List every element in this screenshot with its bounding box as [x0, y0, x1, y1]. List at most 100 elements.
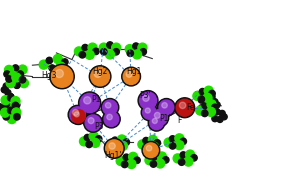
Circle shape [46, 57, 52, 64]
Circle shape [39, 60, 48, 69]
Circle shape [6, 79, 15, 88]
Circle shape [123, 139, 129, 145]
Circle shape [193, 91, 202, 101]
Circle shape [180, 152, 186, 158]
Circle shape [113, 49, 119, 55]
Circle shape [209, 94, 215, 100]
Text: Hg1: Hg1 [126, 67, 142, 76]
Circle shape [7, 115, 16, 124]
Circle shape [163, 157, 169, 163]
Circle shape [125, 45, 134, 54]
Circle shape [154, 140, 160, 146]
Circle shape [85, 50, 94, 59]
Circle shape [12, 102, 19, 109]
Circle shape [84, 97, 91, 104]
Circle shape [196, 106, 205, 115]
Circle shape [8, 81, 14, 87]
Circle shape [169, 136, 176, 142]
Circle shape [9, 71, 18, 81]
Circle shape [138, 91, 158, 111]
Circle shape [169, 143, 176, 149]
Circle shape [3, 101, 9, 108]
Circle shape [12, 65, 19, 71]
Circle shape [202, 99, 208, 105]
Circle shape [112, 43, 121, 52]
Circle shape [141, 104, 158, 121]
Circle shape [8, 94, 14, 100]
Circle shape [219, 110, 225, 116]
Circle shape [80, 93, 99, 113]
Text: P1: P1 [91, 95, 101, 105]
Circle shape [214, 102, 220, 108]
Circle shape [72, 109, 79, 115]
Circle shape [199, 105, 205, 111]
Circle shape [162, 102, 167, 108]
Circle shape [202, 103, 208, 109]
Circle shape [129, 152, 138, 161]
Circle shape [209, 90, 215, 97]
Circle shape [107, 114, 112, 120]
Circle shape [103, 100, 117, 115]
Circle shape [143, 106, 156, 119]
Text: Hg3: Hg3 [42, 70, 57, 80]
Circle shape [0, 104, 3, 110]
Circle shape [122, 161, 128, 168]
Circle shape [70, 107, 85, 123]
Circle shape [8, 94, 14, 100]
Circle shape [56, 62, 65, 71]
Circle shape [150, 116, 163, 130]
Circle shape [217, 116, 223, 122]
Circle shape [5, 90, 11, 96]
Text: P3: P3 [94, 122, 104, 131]
Circle shape [85, 115, 101, 131]
Circle shape [151, 110, 167, 125]
Circle shape [145, 108, 150, 113]
Circle shape [173, 154, 182, 163]
Circle shape [8, 94, 14, 100]
Circle shape [211, 106, 217, 112]
Circle shape [101, 49, 107, 55]
Circle shape [8, 104, 14, 110]
Circle shape [142, 141, 160, 159]
Circle shape [211, 106, 217, 112]
Circle shape [84, 113, 102, 132]
Circle shape [6, 103, 15, 112]
Circle shape [175, 134, 184, 143]
Circle shape [18, 65, 27, 74]
Circle shape [191, 155, 197, 161]
Circle shape [68, 105, 87, 124]
Circle shape [199, 88, 206, 95]
Circle shape [72, 109, 85, 123]
Text: Hg1': Hg1' [104, 151, 122, 160]
Circle shape [157, 152, 166, 161]
Circle shape [133, 50, 142, 59]
Circle shape [1, 87, 7, 93]
Circle shape [84, 134, 91, 141]
Circle shape [89, 66, 111, 87]
Circle shape [140, 92, 157, 109]
Circle shape [104, 138, 124, 158]
Circle shape [143, 137, 149, 144]
Circle shape [156, 159, 165, 168]
Circle shape [51, 66, 73, 87]
Circle shape [8, 113, 14, 119]
Circle shape [104, 112, 119, 126]
Circle shape [3, 107, 9, 113]
Circle shape [10, 106, 17, 112]
Circle shape [150, 161, 157, 167]
Circle shape [74, 47, 83, 56]
Circle shape [79, 92, 101, 114]
Circle shape [164, 138, 173, 147]
Circle shape [212, 116, 218, 122]
Circle shape [148, 115, 165, 131]
Circle shape [144, 144, 150, 151]
Circle shape [159, 100, 174, 115]
Circle shape [150, 108, 169, 127]
Circle shape [123, 154, 129, 160]
Circle shape [175, 98, 195, 118]
Circle shape [88, 118, 94, 124]
Circle shape [101, 98, 119, 116]
Circle shape [212, 99, 218, 105]
Circle shape [143, 95, 149, 101]
Circle shape [117, 135, 126, 144]
